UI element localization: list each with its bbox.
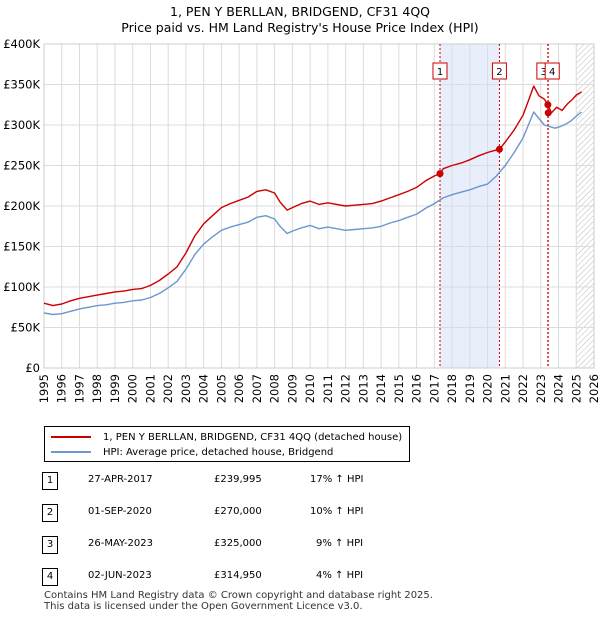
x-tick-label: 2009 xyxy=(285,374,299,403)
legend-label-hpi: HPI: Average price, detached house, Brid… xyxy=(103,446,334,458)
sale-label-text: 1 xyxy=(437,67,443,78)
sale-number-badge: 2 xyxy=(42,504,58,522)
sale-number-badge: 3 xyxy=(42,536,58,554)
x-tick-label: 2025 xyxy=(569,374,583,403)
sale-date: 26-MAY-2023 xyxy=(88,538,154,549)
y-tick-label: £150K xyxy=(3,240,40,254)
x-tick-label: 2015 xyxy=(392,374,406,403)
sale-hpi-change: 4% ↑ HPI xyxy=(316,570,364,581)
price-chart: 1 2 3 4 £0 £50K £100K £150K £200K £250K £300K £350K… xyxy=(3,37,600,403)
x-tick-label: 2020 xyxy=(481,374,495,403)
legend-label-property: 1, PEN Y BERLLAN, BRIDGEND, CF31 4QQ (de… xyxy=(103,431,403,443)
y-tick-label: £200K xyxy=(3,199,40,213)
x-tick-label: 2016 xyxy=(410,374,424,403)
sale-label-text: 2 xyxy=(496,67,502,78)
legend-item-property: 1, PEN Y BERLLAN, BRIDGEND, CF31 4QQ (de… xyxy=(51,430,402,444)
legend-swatch-property xyxy=(51,436,91,438)
y-tick-label: £400K xyxy=(3,37,40,51)
footer-line-1: Contains HM Land Registry data © Crown c… xyxy=(44,590,433,601)
x-tick-label: 1998 xyxy=(90,374,104,403)
sale-label-box xyxy=(491,62,507,80)
table-row: 4 02-JUN-2023 £314,950 4% ↑ HPI xyxy=(40,568,400,588)
series-line-hpi xyxy=(43,111,583,316)
x-tick-label: 2003 xyxy=(179,374,193,403)
x-tick-label: 2006 xyxy=(232,374,246,403)
sale-label-box xyxy=(544,62,560,80)
table-row: 2 01-SEP-2020 £270,000 10% ↑ HPI xyxy=(40,504,400,524)
y-tick-label: £50K xyxy=(11,321,41,335)
footer-line-2: This data is licensed under the Open Gov… xyxy=(44,601,363,612)
x-tick-label: 2010 xyxy=(303,374,317,403)
y-tick-label: £0 xyxy=(25,361,40,375)
table-row: 1 27-APR-2017 £239,995 17% ↑ HPI xyxy=(40,472,400,492)
sale-price: £325,000 xyxy=(214,538,262,549)
y-tick-label: £300K xyxy=(3,118,40,132)
sale-price: £270,000 xyxy=(214,506,262,517)
sale-number-badge: 4 xyxy=(42,568,58,586)
x-tick-label: 2005 xyxy=(214,374,228,403)
sale-point xyxy=(495,145,503,153)
y-tick-label: £100K xyxy=(3,280,40,294)
sale-date: 27-APR-2017 xyxy=(88,474,153,485)
x-tick-label: 1997 xyxy=(72,374,86,403)
footer-attribution: Contains HM Land Registry data © Crown c… xyxy=(44,590,433,612)
sale-hpi-change: 9% ↑ HPI xyxy=(316,538,364,549)
x-tick-label: 2017 xyxy=(427,374,441,403)
x-tick-label: 2018 xyxy=(445,374,459,403)
sale-number-badge: 1 xyxy=(42,472,58,490)
sale-label-text: 4 xyxy=(549,67,555,78)
sale-point xyxy=(544,101,552,109)
x-tick-label: 2001 xyxy=(143,374,157,403)
x-tick-label: 2014 xyxy=(374,374,388,403)
x-tick-label: 2000 xyxy=(126,374,140,403)
table-row: 3 26-MAY-2023 £325,000 9% ↑ HPI xyxy=(40,536,400,556)
x-tick-label: 2023 xyxy=(534,374,548,403)
x-tick-label: 2004 xyxy=(197,374,211,403)
x-tick-label: 2019 xyxy=(463,374,477,403)
sale-label-text: 3 xyxy=(541,67,547,78)
x-tick-label: 1996 xyxy=(55,374,69,403)
sale-hpi-change: 10% ↑ HPI xyxy=(310,506,364,517)
series-line-property xyxy=(43,85,582,307)
x-tick-label: 2007 xyxy=(250,374,264,403)
x-tick-label: 1999 xyxy=(108,374,122,403)
x-tick-label: 2012 xyxy=(339,374,353,403)
chart-title-line1: 1, PEN Y BERLLAN, BRIDGEND, CF31 4QQ xyxy=(170,4,430,19)
legend-item-hpi: HPI: Average price, detached house, Brid… xyxy=(51,445,333,459)
sale-hpi-change: 17% ↑ HPI xyxy=(310,474,364,485)
chart-title-line2: Price paid vs. HM Land Registry's House … xyxy=(121,20,479,35)
sale-label-box xyxy=(432,62,448,80)
sale-point xyxy=(544,109,552,117)
legend-swatch-hpi xyxy=(51,451,91,453)
sale-price: £239,995 xyxy=(214,474,262,485)
chart-legend: 1, PEN Y BERLLAN, BRIDGEND, CF31 4QQ (de… xyxy=(44,426,410,462)
sale-date: 02-JUN-2023 xyxy=(88,570,152,581)
x-tick-label: 2026 xyxy=(587,374,600,403)
sale-date: 01-SEP-2020 xyxy=(88,506,152,517)
x-tick-label: 2008 xyxy=(268,374,282,403)
plot-frame xyxy=(43,43,595,369)
sale-price: £314,950 xyxy=(214,570,262,581)
x-tick-label: 2002 xyxy=(161,374,175,403)
sale-point xyxy=(436,170,444,178)
x-tick-label: 2021 xyxy=(498,374,512,403)
x-tick-label: 2013 xyxy=(356,374,370,403)
x-tick-label: 2022 xyxy=(516,374,530,403)
x-tick-label: 2011 xyxy=(321,374,335,403)
y-tick-label: £350K xyxy=(3,78,40,92)
y-tick-label: £250K xyxy=(3,159,40,173)
x-tick-label: 2024 xyxy=(552,374,566,403)
x-tick-label: 1995 xyxy=(37,374,51,403)
